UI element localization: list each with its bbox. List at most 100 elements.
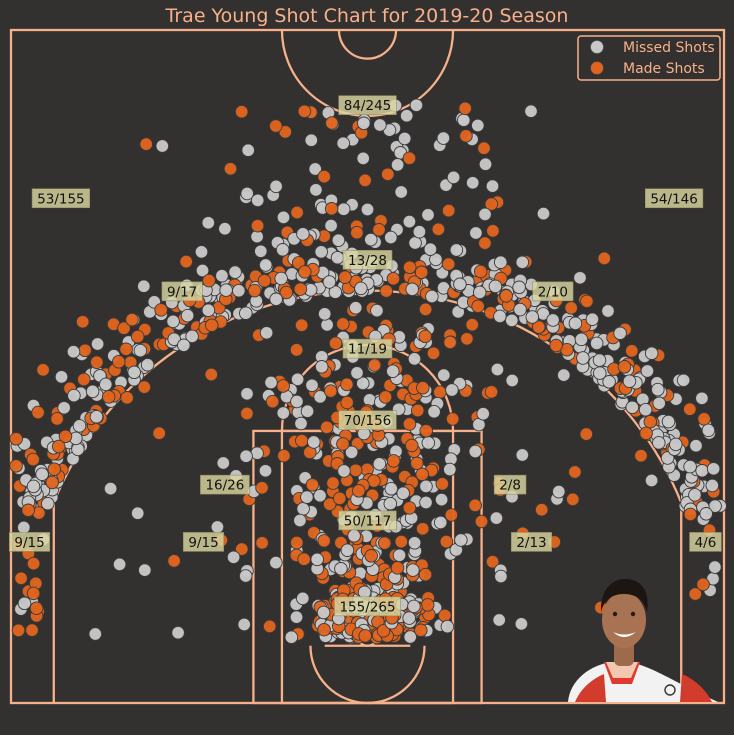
- made-shot-marker: [499, 289, 513, 303]
- made-shot-marker: [50, 412, 64, 426]
- made-shot-marker: [294, 318, 309, 332]
- made-shot-marker: [617, 360, 632, 374]
- missed-shot-marker: [394, 185, 408, 199]
- missed-shot-marker: [397, 131, 412, 146]
- missed-shot-marker: [237, 617, 251, 632]
- missed-shot-marker: [536, 206, 551, 221]
- missed-shot-marker: [17, 596, 32, 611]
- made-shot-marker: [549, 338, 563, 353]
- made-shot-marker: [402, 417, 417, 431]
- made-shot-marker: [336, 437, 350, 451]
- missed-shot-marker: [601, 304, 615, 318]
- missed-shot-marker: [699, 507, 713, 521]
- missed-shot-marker: [264, 375, 278, 390]
- missed-shot-marker: [676, 373, 691, 388]
- zone-label-box: [200, 474, 250, 495]
- made-shot-marker: [77, 372, 91, 387]
- made-shot-marker: [377, 536, 392, 550]
- made-shot-marker: [11, 623, 26, 638]
- made-shot-marker: [358, 629, 372, 643]
- missed-shot-marker: [219, 283, 233, 297]
- missed-shot-marker: [476, 406, 490, 421]
- made-shot-marker: [257, 273, 272, 288]
- zone-label: 2/13: [510, 532, 552, 552]
- zone-label: 4/6: [689, 532, 722, 552]
- missed-shot-marker: [228, 265, 242, 279]
- zone-label-text: 70/156: [344, 413, 392, 429]
- made-shot-marker: [643, 414, 658, 429]
- missed-shot-marker: [307, 435, 321, 449]
- made-shot-marker: [277, 448, 291, 463]
- made-shot-marker: [340, 395, 354, 410]
- zone-label: 53/155: [31, 188, 91, 209]
- missed-shot-marker: [276, 210, 291, 225]
- missed-shot-marker: [436, 131, 451, 145]
- missed-shot-marker: [334, 562, 348, 576]
- missed-shot-marker: [308, 162, 322, 176]
- missed-shot-marker: [360, 202, 375, 217]
- zone-label-box: [161, 281, 203, 302]
- missed-shot-marker: [573, 271, 587, 285]
- missed-shot-marker: [258, 464, 273, 478]
- legend-frame: [577, 35, 721, 81]
- missed-shot-marker: [512, 280, 526, 295]
- made-shot-marker: [688, 587, 703, 601]
- zone-label: 2/10: [532, 281, 574, 302]
- missed-shot-marker: [493, 255, 508, 269]
- zone-label-text: 2/13: [516, 535, 546, 551]
- zone-label-box: [510, 532, 552, 552]
- missed-shot-marker: [425, 289, 439, 304]
- missed-shot-marker: [99, 377, 113, 392]
- made-shot-marker: [279, 285, 294, 300]
- legend: Missed Shots Made Shots: [577, 35, 721, 81]
- made-shot-marker: [317, 534, 331, 548]
- made-shot-marker: [29, 601, 44, 615]
- missed-shot-marker: [171, 625, 185, 640]
- made-shot-marker: [625, 344, 639, 358]
- made-shot-marker: [348, 463, 363, 478]
- zone-label-text: 13/28: [348, 253, 387, 269]
- missed-shot-marker: [269, 555, 283, 570]
- missed-shot-marker: [525, 310, 540, 324]
- player-headshot: [568, 578, 718, 702]
- zone-label-box: [9, 532, 51, 552]
- made-shot-marker: [9, 459, 23, 473]
- missed-shot-marker: [90, 337, 105, 351]
- center-circle-inner: [337, 29, 398, 60]
- zone-label-box: [338, 95, 397, 115]
- missed-shot-marker: [593, 366, 607, 380]
- missed-shot-marker: [384, 230, 398, 245]
- made-shot-marker: [255, 481, 269, 495]
- missed-shot-marker: [350, 366, 364, 380]
- made-shot-marker: [139, 137, 153, 151]
- made-shot-marker: [418, 302, 433, 317]
- missed-shot-marker: [304, 133, 319, 147]
- made-shot-marker: [255, 536, 269, 550]
- missed-shot-marker: [309, 183, 323, 197]
- missed-shot-marker: [396, 486, 410, 500]
- made-shot-marker: [289, 343, 304, 357]
- legend-missed-label: Missed Shots: [623, 40, 715, 56]
- made-shot-marker: [90, 355, 104, 369]
- made-shot-marker: [444, 508, 459, 522]
- missed-shot-marker: [485, 179, 500, 193]
- made-shot-marker: [262, 619, 277, 634]
- missed-shot-marker: [443, 462, 457, 477]
- zone-label-box: [342, 338, 393, 359]
- missed-shot-marker: [457, 113, 471, 128]
- made-shot-marker: [293, 282, 308, 296]
- missed-shot-marker: [402, 214, 417, 229]
- missed-shot-marker: [434, 492, 449, 507]
- made-shot-marker: [418, 329, 432, 344]
- missed-shot-marker: [505, 313, 519, 328]
- made-shot-marker: [564, 301, 578, 315]
- restricted-area: [309, 645, 426, 705]
- made-shot-marker: [683, 507, 698, 522]
- missed-shot-marker: [433, 515, 448, 530]
- missed-shot-marker: [289, 610, 304, 624]
- made-shot-marker: [484, 385, 499, 399]
- missed-shot-marker: [493, 309, 507, 324]
- missed-shot-marker: [453, 277, 467, 292]
- made-shot-marker: [386, 271, 401, 286]
- zone-label: 9/17: [161, 281, 203, 302]
